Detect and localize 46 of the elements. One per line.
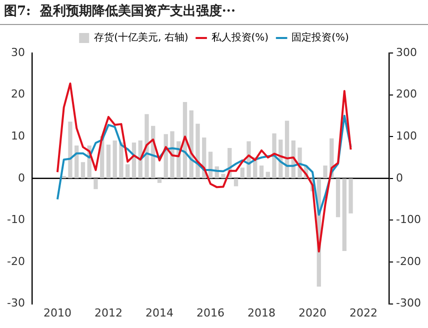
y-tick-label: 20: [10, 88, 25, 101]
x-tick-label: 2014: [145, 306, 174, 320]
bar: [68, 122, 72, 178]
y2-tick-label: 200: [396, 88, 418, 101]
bar: [342, 178, 346, 252]
x-tick-label: 2010: [43, 306, 72, 320]
bar: [272, 133, 276, 178]
y2-tick-label: -200: [396, 254, 422, 268]
bar: [94, 178, 98, 190]
bar: [112, 140, 117, 178]
y2-tick-label: -300: [396, 296, 422, 310]
x-tick-label: 2020: [298, 306, 327, 320]
x-tick-label: 2022: [350, 306, 378, 320]
legend-label: 私人投资(%): [211, 32, 269, 44]
bar: [348, 178, 353, 214]
bar: [170, 131, 174, 178]
y-tick-label: -10: [7, 213, 25, 226]
y-tick-label: 30: [10, 46, 25, 59]
legend-label: 存货(十亿美元, 右轴): [94, 32, 188, 44]
bar: [266, 172, 270, 178]
y-tick-label: 0: [18, 171, 25, 184]
bar: [323, 166, 328, 178]
bar: [336, 178, 340, 218]
chart-title: 图7: 盈利预期降低美国资产支出强度···: [0, 0, 428, 25]
x-tick-label: 2012: [94, 306, 122, 320]
y-tick-label: -30: [7, 296, 25, 310]
bar: [259, 166, 264, 178]
y-tick-label: 10: [10, 129, 25, 142]
bar: [196, 124, 200, 178]
bar: [221, 174, 226, 178]
y2-tick-label: -100: [396, 213, 422, 226]
bar: [144, 114, 149, 178]
bar: [126, 164, 130, 178]
y2-tick-label: 100: [396, 129, 418, 142]
bar: [106, 144, 111, 178]
y2-tick-label: 300: [396, 46, 418, 59]
bar: [119, 142, 124, 178]
bar: [240, 168, 244, 178]
legend-label: 固定投资(%): [292, 32, 349, 44]
bar: [234, 178, 238, 186]
y2-tick-label: 0: [396, 171, 404, 184]
bar: [80, 162, 86, 178]
y-tick-label: -20: [7, 254, 25, 268]
bar: [157, 178, 162, 183]
x-tick-label: 2016: [196, 306, 224, 320]
x-tick-label: 2018: [248, 306, 276, 320]
